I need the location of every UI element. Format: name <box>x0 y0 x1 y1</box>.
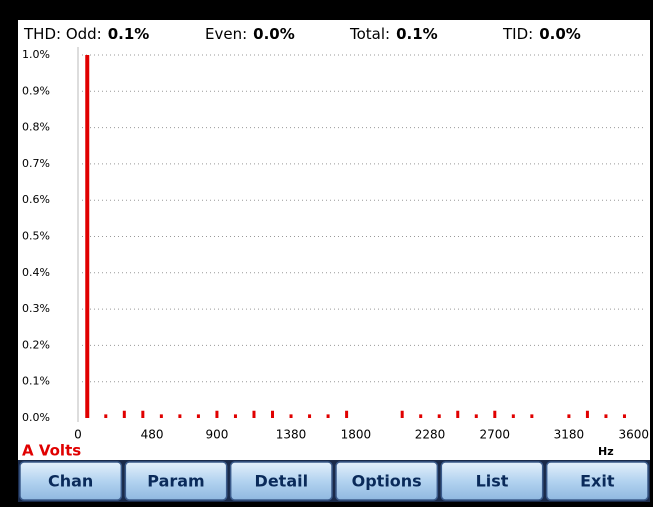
header-label: Even: <box>205 25 247 43</box>
header-value: 0.1% <box>396 25 438 43</box>
x-tick-label: 1380 <box>276 428 307 442</box>
y-tick-label: 0.0% <box>22 411 50 424</box>
bar <box>400 410 404 418</box>
x-tick-label: 480 <box>141 428 164 442</box>
y-tick-label: 0.8% <box>22 121 50 134</box>
button[interactable] <box>229 461 333 501</box>
bar <box>215 410 219 418</box>
header-item: THD: Odd: 0.1% <box>23 25 149 43</box>
y-tick-label: 0.9% <box>22 84 50 97</box>
bar <box>196 414 200 418</box>
header-item: Even: 0.0% <box>205 25 295 43</box>
bar <box>456 410 460 418</box>
header-value: 0.0% <box>539 25 581 43</box>
bar <box>530 414 534 418</box>
x-tick-label: 2700 <box>480 428 511 442</box>
button[interactable] <box>440 461 544 501</box>
bar <box>437 414 441 418</box>
bar <box>419 414 423 418</box>
header-item: TID: 0.0% <box>502 25 581 43</box>
button-label[interactable]: List <box>476 472 509 491</box>
button-label[interactable]: Chan <box>48 472 93 491</box>
bar <box>252 410 256 418</box>
bar <box>141 410 145 418</box>
y-tick-label: 1.0% <box>22 48 50 61</box>
header-label: Total: <box>349 25 390 43</box>
buttons: Chan Param Detail Options List Exit <box>19 461 649 501</box>
header-item: Total: 0.1% <box>349 25 438 43</box>
bar <box>622 414 626 418</box>
bar <box>233 414 237 418</box>
bar <box>289 414 293 418</box>
header-label: TID: <box>502 25 533 43</box>
button-label[interactable]: Detail <box>255 472 309 491</box>
x-tick-label: 0 <box>74 428 82 442</box>
bar <box>104 414 108 418</box>
y-tick-label: 0.2% <box>22 338 50 351</box>
bar <box>122 410 126 418</box>
x-unit: Hz <box>598 445 614 458</box>
header-value: 0.1% <box>108 25 150 43</box>
header: THD: Odd: 0.1% Even: 0.0% Total: 0.1% TID: 0.0% <box>23 25 581 43</box>
bar <box>178 414 182 418</box>
bar <box>308 414 312 418</box>
bar <box>604 414 608 418</box>
button[interactable] <box>545 461 649 501</box>
bar <box>271 410 275 418</box>
x-tick-label: 3180 <box>554 428 585 442</box>
button-label[interactable]: Options <box>352 472 422 491</box>
x-tick-label: 1800 <box>341 428 372 442</box>
header-label: THD: Odd: <box>23 25 102 43</box>
button-bar <box>18 460 650 502</box>
y-tick-label: 0.5% <box>22 230 50 243</box>
x-tick-label: 3600 <box>618 428 649 442</box>
y-tick-label: 0.1% <box>22 375 50 388</box>
x-tick-label: 900 <box>205 428 228 442</box>
plot: 0.0% 0.1% 0.2% 0.3% 0.4% 0.5% 0.6% 0.7% 0.8% 0.9%… <box>22 47 649 460</box>
x-tick-label: 2280 <box>415 428 446 442</box>
button[interactable] <box>19 461 123 501</box>
bar <box>511 414 515 418</box>
y-tick-label: 0.6% <box>22 193 50 206</box>
bar <box>585 410 589 418</box>
header-value: 0.0% <box>253 25 295 43</box>
bar <box>493 410 497 418</box>
button-label[interactable]: Param <box>147 472 204 491</box>
display <box>18 20 650 460</box>
bar <box>159 414 163 418</box>
button[interactable] <box>124 461 228 501</box>
bar <box>567 414 571 418</box>
bar <box>345 410 349 418</box>
button[interactable] <box>335 461 439 501</box>
bar <box>326 414 330 418</box>
y-tick-label: 0.7% <box>22 157 50 170</box>
bar <box>85 55 90 418</box>
button-label[interactable]: Exit <box>580 472 615 491</box>
channel-label: A Volts <box>22 442 81 460</box>
bar <box>474 414 478 418</box>
y-tick-label: 0.3% <box>22 302 50 315</box>
y-tick-label: 0.4% <box>22 266 50 279</box>
